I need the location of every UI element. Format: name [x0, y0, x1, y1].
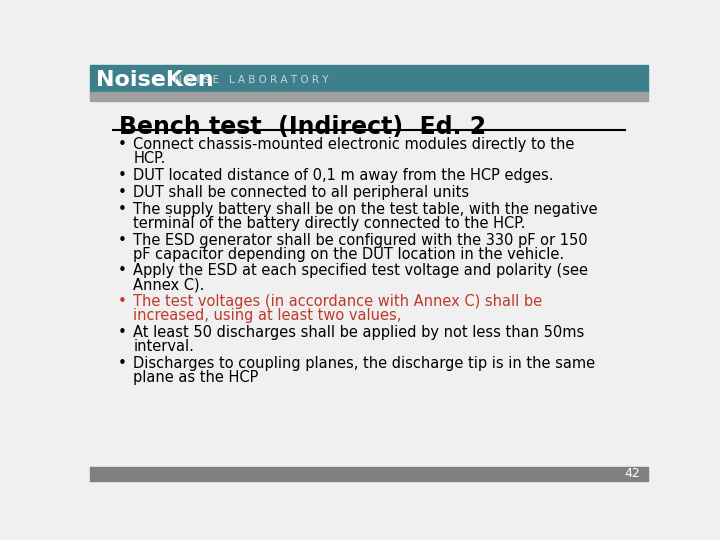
Bar	[90, 467, 648, 481]
Text: •: •	[118, 356, 127, 371]
Text: NoiseKen: NoiseKen	[96, 70, 214, 90]
Text: •: •	[118, 294, 127, 309]
Text: interval.: interval.	[133, 339, 194, 354]
Text: •: •	[118, 137, 127, 152]
Text: The test voltages (in accordance with Annex C) shall be: The test voltages (in accordance with An…	[133, 294, 543, 309]
Bar	[90, 92, 648, 101]
Text: terminal of the battery directly connected to the HCP.: terminal of the battery directly connect…	[133, 215, 526, 231]
Text: HCP.: HCP.	[133, 151, 166, 166]
Text: plane as the HCP: plane as the HCP	[133, 370, 258, 384]
Text: Annex C).: Annex C).	[133, 278, 204, 292]
Text: Bench test  (Indirect)  Ed. 2: Bench test (Indirect) Ed. 2	[120, 115, 487, 139]
Text: •: •	[118, 233, 127, 248]
Text: The supply battery shall be on the test table, with the negative: The supply battery shall be on the test …	[133, 202, 598, 217]
Text: •: •	[118, 168, 127, 183]
Text: •: •	[118, 202, 127, 217]
Bar	[90, 65, 648, 92]
Text: Discharges to coupling planes, the discharge tip is in the same: Discharges to coupling planes, the disch…	[133, 356, 595, 371]
Text: increased, using at least two values,: increased, using at least two values,	[133, 308, 402, 323]
Text: •: •	[118, 325, 127, 340]
Text: Apply the ESD at each specified test voltage and polarity (see: Apply the ESD at each specified test vol…	[133, 264, 588, 279]
Text: Connect chassis-mounted electronic modules directly to the: Connect chassis-mounted electronic modul…	[133, 137, 575, 152]
Text: DUT shall be connected to all peripheral units: DUT shall be connected to all peripheral…	[133, 185, 469, 200]
Text: The ESD generator shall be configured with the 330 pF or 150: The ESD generator shall be configured wi…	[133, 233, 588, 248]
Text: DUT located distance of 0,1 m away from the HCP edges.: DUT located distance of 0,1 m away from …	[133, 168, 554, 183]
Text: pF capacitor depending on the DUT location in the vehicle.: pF capacitor depending on the DUT locati…	[133, 247, 564, 261]
Text: At least 50 discharges shall be applied by not less than 50ms: At least 50 discharges shall be applied …	[133, 325, 585, 340]
Text: N O I S E   L A B O R A T O R Y: N O I S E L A B O R A T O R Y	[174, 75, 328, 85]
Text: •: •	[118, 264, 127, 279]
Text: 42: 42	[624, 467, 640, 480]
Text: •: •	[118, 185, 127, 200]
